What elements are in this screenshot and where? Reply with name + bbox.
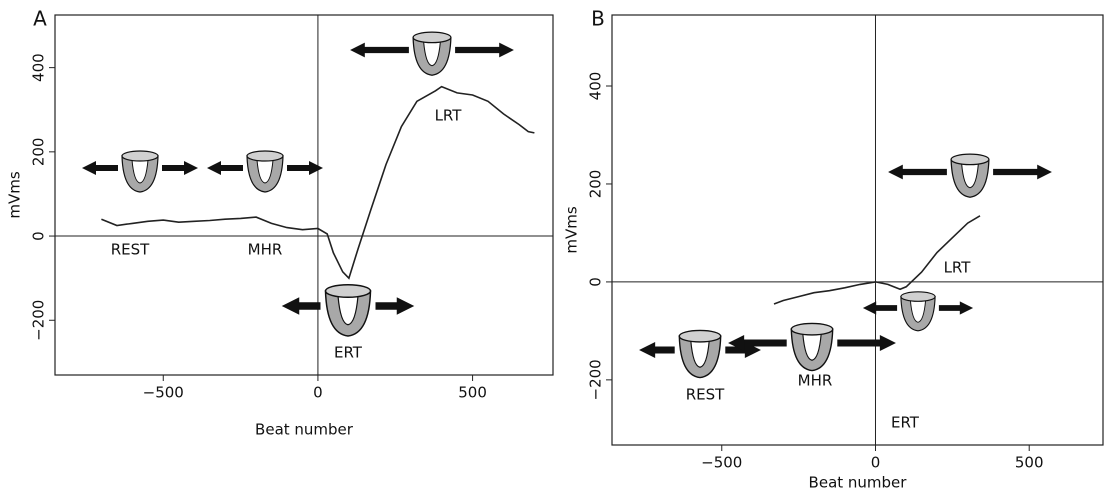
cavity [337,295,359,326]
rim [950,153,990,166]
heart-icon [281,284,415,337]
x-axis-label: Beat number [809,474,908,492]
plot-frame [54,14,554,376]
heart-icon [888,153,1052,198]
y-axis-label: mVms [563,206,581,253]
rim [678,329,722,343]
annotation: REST [686,386,725,404]
heart-icon [350,31,514,76]
arrow-head [184,161,198,175]
arrow-head [639,341,656,359]
y-tick-label: 200 [30,138,48,167]
rim [412,31,452,44]
panel-label: B [591,7,605,31]
data-line [773,215,981,305]
annotation: LRT [435,107,463,125]
rim [246,150,284,162]
arrow-head [879,334,896,352]
heart-icon [207,150,323,193]
y-tick-label: 200 [587,170,605,199]
x-tick-label: 0 [313,384,323,402]
cavity [802,333,822,361]
cavity [423,41,441,67]
arrow-head [728,334,745,352]
plot-frame [611,14,1104,446]
x-tick-label: −500 [143,384,184,402]
annotation: ERT [891,414,920,432]
cavity [961,163,979,189]
y-tick-label: 400 [30,53,48,82]
x-tick-label: −500 [701,454,742,472]
y-tick-label: 0 [587,277,605,287]
arrow-head [350,42,365,58]
arrow-head [207,161,221,175]
y-tick-label: 0 [30,231,48,241]
x-tick-label: 500 [1015,454,1044,472]
cavity [909,299,927,323]
arrow-head [959,301,974,315]
annotation: ERT [334,344,363,362]
annotation: LRT [944,259,972,277]
annotation: MHR [248,241,283,259]
arrow-head [281,297,300,315]
arrow-head [309,161,323,175]
y-tick-label: 400 [587,72,605,101]
arrow-head [862,301,877,315]
arrow-head [1037,164,1052,180]
annotation: REST [111,241,150,259]
heart-icon [862,291,974,332]
y-axis-label: mVms [6,171,24,218]
heart-icon [728,322,896,372]
heart-icon [639,329,761,379]
y-tick-label: −200 [587,359,605,400]
heart-icon [82,150,198,193]
cavity [690,340,710,368]
x-tick-label: 0 [871,454,881,472]
arrow-head [499,42,514,58]
rim [324,284,372,298]
arrow-head [82,161,96,175]
arrow-head [396,297,415,315]
data-line [101,85,535,280]
panel-label: A [33,7,47,31]
annotation: MHR [798,372,833,390]
rim [121,150,159,162]
cavity [256,159,274,184]
rim [900,291,936,302]
rim [790,322,834,336]
arrow-head [888,164,903,180]
x-axis-label: Beat number [255,421,354,439]
cavity [131,159,149,184]
x-tick-label: 500 [458,384,487,402]
y-tick-label: −200 [30,300,48,341]
